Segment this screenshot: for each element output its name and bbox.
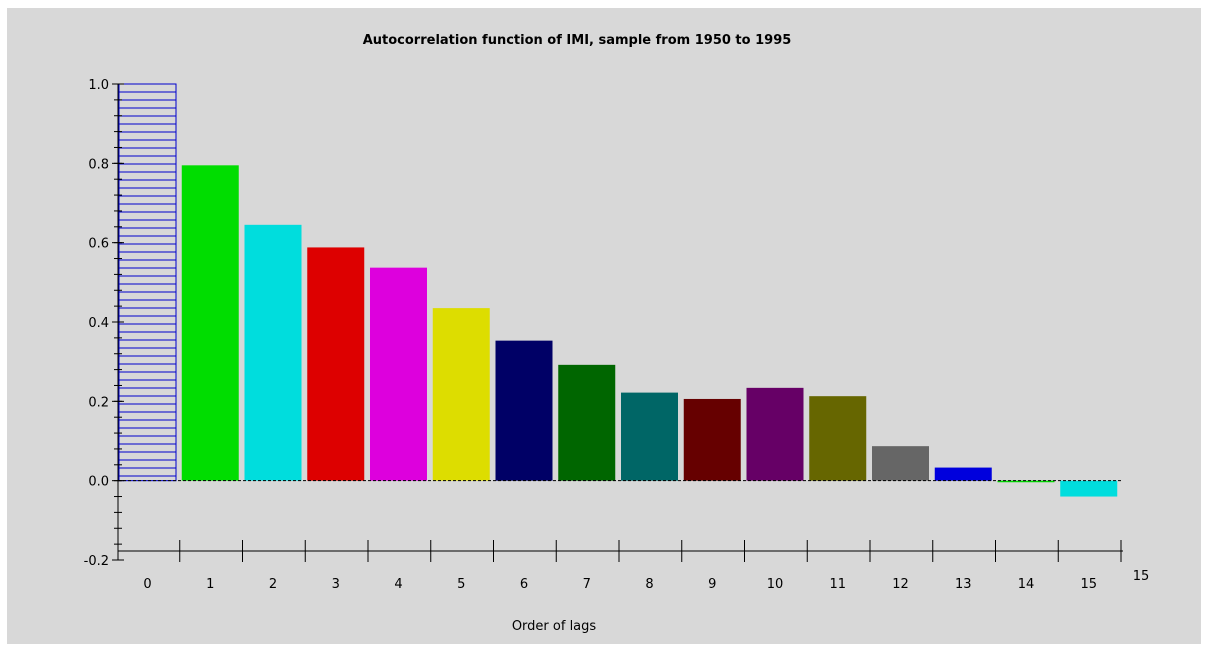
- bar-lag-12: [872, 446, 929, 481]
- bar-lag-5: [432, 308, 490, 481]
- x-tick-label: 4: [394, 577, 402, 592]
- x-tick-label: 11: [829, 577, 846, 592]
- x-tick-label: 8: [645, 577, 653, 592]
- bar-lag-15: [1060, 480, 1118, 497]
- bar-lag-1: [181, 165, 239, 481]
- bar-lag-6: [495, 340, 553, 481]
- bar-lag-0: [118, 83, 177, 482]
- x-axis-end-label: 15: [1133, 569, 1150, 584]
- x-tick-label: 0: [143, 577, 151, 592]
- bar-lag-13: [934, 467, 992, 481]
- bar-lag-2: [244, 224, 302, 481]
- bar-lag-14: [997, 480, 1055, 483]
- bar-lag-4: [370, 267, 427, 481]
- y-tick-label: 0.6: [88, 237, 109, 252]
- x-tick-label: 14: [1018, 577, 1035, 592]
- acf-bar-chart: Autocorrelation function of IMI, sample …: [84, 33, 1150, 634]
- y-tick-label: 0.8: [88, 157, 109, 172]
- y-tick-label: 0.4: [88, 316, 109, 331]
- bar-lag-11: [809, 396, 867, 481]
- x-tick-label: 6: [520, 577, 528, 592]
- x-tick-label: 12: [892, 577, 909, 592]
- y-axis: -0.2 0.0 0.2 0.4 0.6 0.8 1.0: [84, 78, 124, 569]
- x-axis: 0 1 2 3 4 5 6 7 8 9 10 11 12 13 14 15: [118, 540, 1123, 592]
- bars-layer: [118, 83, 1118, 497]
- x-tick-label: 5: [457, 577, 465, 592]
- x-tick-label: 13: [955, 577, 972, 592]
- y-tick-label: 0.2: [88, 395, 109, 410]
- bar-lag-3: [307, 247, 365, 481]
- chart-title: Autocorrelation function of IMI, sample …: [363, 33, 792, 48]
- y-tick-label: 0.0: [88, 475, 109, 490]
- bar-lag-10: [746, 387, 804, 481]
- x-tick-label: 10: [767, 577, 784, 592]
- x-tick-label: 7: [583, 577, 591, 592]
- x-tick-label: 3: [332, 577, 340, 592]
- x-tick-label: 15: [1080, 577, 1097, 592]
- bar-lag-8: [621, 392, 678, 481]
- x-tick-label: 2: [269, 577, 277, 592]
- x-tick-label: 1: [206, 577, 214, 592]
- y-tick-label: -0.2: [84, 554, 109, 569]
- x-axis-label: Order of lags: [512, 619, 597, 634]
- y-tick-label: 1.0: [88, 78, 109, 93]
- bar-lag-7: [558, 364, 616, 481]
- chart-panel: Autocorrelation function of IMI, sample …: [7, 8, 1201, 644]
- x-tick-label: 9: [708, 577, 716, 592]
- bar-lag-9: [683, 398, 741, 481]
